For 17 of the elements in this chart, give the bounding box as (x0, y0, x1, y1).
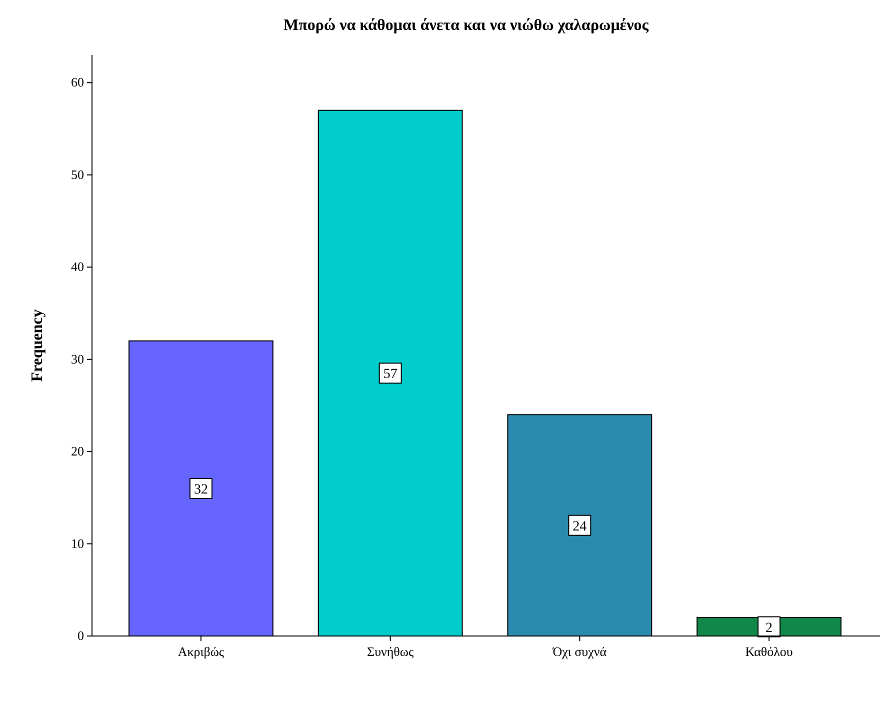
data-label: 57 (383, 367, 398, 382)
y-tick-label: 20 (71, 444, 84, 459)
y-tick-label: 0 (78, 628, 84, 643)
y-tick-label: 50 (71, 166, 84, 182)
x-tick-label: Όχι συχνά (552, 644, 607, 659)
data-label: 2 (766, 620, 773, 636)
y-tick-label: 60 (71, 74, 84, 90)
y-tick-label: 10 (71, 536, 84, 551)
y-tick-label: 30 (71, 351, 84, 366)
y-tick-label: 40 (71, 259, 84, 274)
x-tick-label: Συνήθως (367, 644, 414, 659)
x-tick-label: Καθόλου (745, 644, 793, 659)
data-label: 32 (194, 482, 208, 498)
chart-title: Μπορώ να κάθομαι άνετα και να νιώθω χαλαρωμένος (283, 17, 649, 34)
data-label: 24 (572, 519, 587, 534)
x-tick-label: Ακριβώς (178, 644, 225, 659)
y-axis-title: Frequency (29, 309, 46, 382)
